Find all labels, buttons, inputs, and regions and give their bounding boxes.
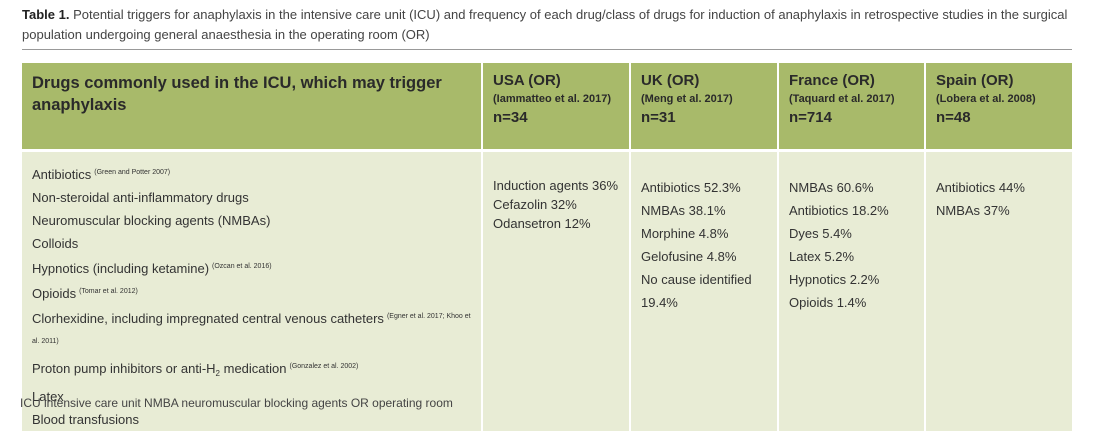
table: Drugs commonly used in the ICU, which ma…	[22, 63, 1072, 431]
study-cell: Induction agents 36%Cefazolin 32%Odanset…	[482, 151, 630, 431]
drug-name: Non-steroidal anti-inflammatory drugs	[32, 190, 249, 205]
header-citation: (Lobera et al. 2008)	[936, 90, 1062, 108]
header-cell: Spain (OR)(Lobera et al. 2008)n=48	[925, 63, 1072, 151]
drug-citation: (Tomar et al. 2012)	[79, 288, 138, 295]
drug-cell: Antibiotics(Green and Potter 2007) Non-st…	[22, 151, 482, 431]
study-item: Morphine 4.8%	[641, 222, 767, 245]
study-item: Hypnotics 2.2%	[789, 268, 914, 291]
study-item: Cefazolin 32%	[493, 195, 619, 214]
header-citation: (Meng et al. 2017)	[641, 90, 767, 108]
drug-name-cont: medication	[224, 361, 287, 376]
header-n: n=31	[641, 108, 767, 127]
header-citation: (Iammatteo et al. 2017)	[493, 90, 619, 108]
drug-name: Colloids	[32, 236, 78, 251]
study-item: Antibiotics 52.3%	[641, 176, 767, 199]
drug-citation: (Ozcan et al. 2016)	[212, 263, 272, 270]
header-cell: UK (OR)(Meng et al. 2017)n=31	[630, 63, 778, 151]
drug-item: Opioids(Tomar et al. 2012)	[32, 280, 471, 305]
study-item: Gelofusine 4.8%	[641, 245, 767, 268]
header-n: n=34	[493, 108, 619, 127]
header-title: Spain (OR)	[936, 71, 1062, 90]
drug-citation: (Green and Potter 2007)	[94, 169, 170, 176]
drug-name: Neuromuscular blocking agents (NMBAs)	[32, 213, 270, 228]
caption-text: Potential triggers for anaphylaxis in th…	[22, 7, 1067, 42]
footnote: ICU intensive care unit NMBA neuromuscul…	[20, 396, 453, 410]
drug-item: Non-steroidal anti-inflammatory drugs	[32, 186, 471, 209]
header-title: Drugs commonly used in the ICU, which ma…	[32, 72, 471, 116]
header-title: France (OR)	[789, 71, 914, 90]
drug-name: Antibiotics	[32, 167, 91, 182]
header-citation: (Taquard et al. 2017)	[789, 90, 914, 108]
study-item: NMBAs 38.1%	[641, 199, 767, 222]
drug-name: Hypnotics (including ketamine)	[32, 261, 209, 276]
drug-item: Proton pump inhibitors or anti-H2 medica…	[32, 355, 471, 385]
study-cell: NMBAs 60.6%Antibiotics 18.2%Dyes 5.4%Lat…	[778, 151, 925, 431]
study-item: NMBAs 37%	[936, 199, 1062, 222]
header-cell: USA (OR)(Iammatteo et al. 2017)n=34	[482, 63, 630, 151]
drug-item: Blood transfusions	[32, 408, 471, 431]
study-item: Antibiotics 44%	[936, 176, 1062, 199]
drug-item: Neuromuscular blocking agents (NMBAs)	[32, 209, 471, 232]
body-row: Antibiotics(Green and Potter 2007) Non-st…	[22, 151, 1072, 431]
header-title: USA (OR)	[493, 71, 619, 90]
study-cell: Antibiotics 44%NMBAs 37%	[925, 151, 1072, 431]
drug-subscript: 2	[216, 369, 220, 378]
drug-item: Clorhexidine, including impregnated cent…	[32, 305, 471, 355]
caption: Table 1. Potential triggers for anaphyla…	[22, 5, 1072, 50]
header-title: UK (OR)	[641, 71, 767, 90]
drug-name: Opioids	[32, 286, 76, 301]
study-cell: Antibiotics 52.3%NMBAs 38.1%Morphine 4.8…	[630, 151, 778, 431]
study-item: No cause identified 19.4%	[641, 268, 767, 314]
drug-name: Blood transfusions	[32, 412, 139, 427]
drug-item: Hypnotics (including ketamine)(Ozcan et …	[32, 255, 471, 280]
study-item: Opioids 1.4%	[789, 291, 914, 314]
study-item: Antibiotics 18.2%	[789, 199, 914, 222]
header-n: n=714	[789, 108, 914, 127]
study-item: Induction agents 36%	[493, 176, 619, 195]
drug-item: Antibiotics(Green and Potter 2007)	[32, 161, 471, 186]
drug-item: Colloids	[32, 232, 471, 255]
caption-label: Table 1.	[22, 7, 69, 22]
drug-citation: (Gonzalez et al. 2002)	[289, 363, 358, 370]
study-item: NMBAs 60.6%	[789, 176, 914, 199]
header-row: Drugs commonly used in the ICU, which ma…	[22, 63, 1072, 151]
study-item: Odansetron 12%	[493, 214, 619, 233]
study-item: Latex 5.2%	[789, 245, 914, 268]
study-item: Dyes 5.4%	[789, 222, 914, 245]
header-n: n=48	[936, 108, 1062, 127]
drug-name: Proton pump inhibitors or anti-H	[32, 361, 216, 376]
header-cell: Drugs commonly used in the ICU, which ma…	[22, 63, 482, 151]
header-cell: France (OR)(Taquard et al. 2017)n=714	[778, 63, 925, 151]
drug-name: Clorhexidine, including impregnated cent…	[32, 311, 384, 326]
